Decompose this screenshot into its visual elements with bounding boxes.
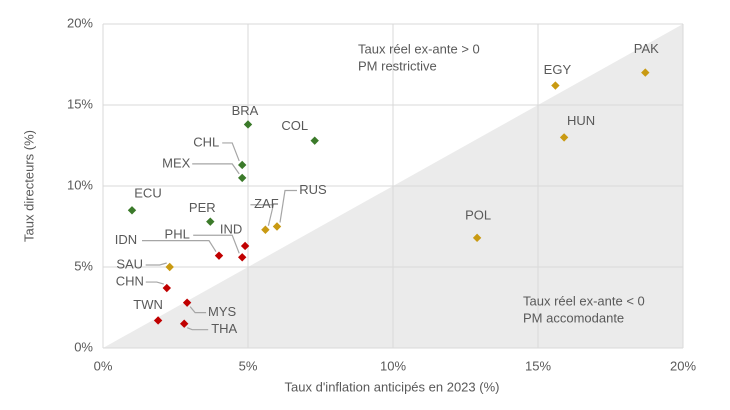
point-label: CHN bbox=[116, 273, 144, 288]
x-axis-title: Taux d'inflation anticipés en 2023 (%) bbox=[285, 379, 500, 394]
y-tick-label: 10% bbox=[67, 177, 93, 192]
point-label: PHL bbox=[165, 227, 190, 242]
point bbox=[310, 136, 319, 145]
leader-line bbox=[186, 327, 209, 331]
leader-line bbox=[193, 234, 240, 254]
point-label: HUN bbox=[567, 113, 595, 128]
x-tick-label: 15% bbox=[525, 358, 551, 373]
x-tick-label: 20% bbox=[670, 358, 696, 373]
point-label: MYS bbox=[208, 304, 237, 319]
point-label: RUS bbox=[299, 182, 327, 197]
leader-line bbox=[145, 262, 167, 266]
point-label: THA bbox=[211, 321, 237, 336]
point-label: ZAF bbox=[254, 196, 279, 211]
y-tick-label: 0% bbox=[74, 339, 93, 354]
point bbox=[240, 241, 250, 251]
x-tick-label: 10% bbox=[380, 358, 406, 373]
y-tick-label: 5% bbox=[74, 258, 93, 273]
point bbox=[272, 222, 282, 231]
point-label: EGY bbox=[544, 62, 572, 77]
point bbox=[182, 298, 192, 307]
point bbox=[214, 251, 224, 260]
leader-line bbox=[222, 142, 240, 162]
point bbox=[641, 68, 650, 77]
point bbox=[238, 160, 247, 170]
leader-line bbox=[145, 281, 164, 285]
point-label: ECU bbox=[134, 186, 161, 201]
point-label: PER bbox=[189, 200, 216, 215]
point bbox=[180, 319, 189, 328]
point-label: TWN bbox=[133, 297, 163, 312]
x-tick-label: 5% bbox=[239, 358, 258, 373]
point bbox=[162, 283, 171, 293]
point bbox=[127, 206, 137, 215]
point bbox=[472, 233, 482, 243]
point-label: IDN bbox=[115, 232, 137, 247]
leader-line bbox=[142, 240, 217, 252]
point-label: POL bbox=[465, 207, 491, 222]
annotation: Taux réel ex-ante > 0 bbox=[358, 41, 480, 56]
annotation: PM accomodante bbox=[523, 310, 624, 325]
point bbox=[238, 173, 247, 183]
point bbox=[238, 253, 247, 262]
leader-line bbox=[279, 189, 297, 223]
y-axis-title: Taux directeurs (%) bbox=[21, 130, 36, 242]
point-label: COL bbox=[281, 118, 308, 133]
point-label: SAU bbox=[116, 256, 143, 271]
y-tick-label: 15% bbox=[67, 96, 93, 111]
leader-line bbox=[192, 163, 240, 175]
point bbox=[559, 133, 569, 142]
leader-line bbox=[189, 306, 207, 314]
x-tick-label: 0% bbox=[94, 358, 113, 373]
point bbox=[153, 316, 163, 325]
point bbox=[165, 262, 174, 272]
point-label: PAK bbox=[634, 41, 659, 56]
point-label: IND bbox=[220, 221, 242, 236]
y-tick-label: 20% bbox=[67, 15, 93, 30]
point bbox=[551, 81, 560, 90]
leader-line bbox=[250, 204, 275, 226]
annotation: Taux réel ex-ante < 0 bbox=[523, 293, 645, 308]
point-label: CHL bbox=[193, 134, 219, 149]
point bbox=[261, 225, 270, 234]
point bbox=[206, 217, 215, 226]
point bbox=[243, 120, 253, 129]
annotation: PM restrictive bbox=[358, 58, 437, 73]
point-label: BRA bbox=[232, 103, 259, 118]
point-label: MEX bbox=[162, 155, 191, 170]
